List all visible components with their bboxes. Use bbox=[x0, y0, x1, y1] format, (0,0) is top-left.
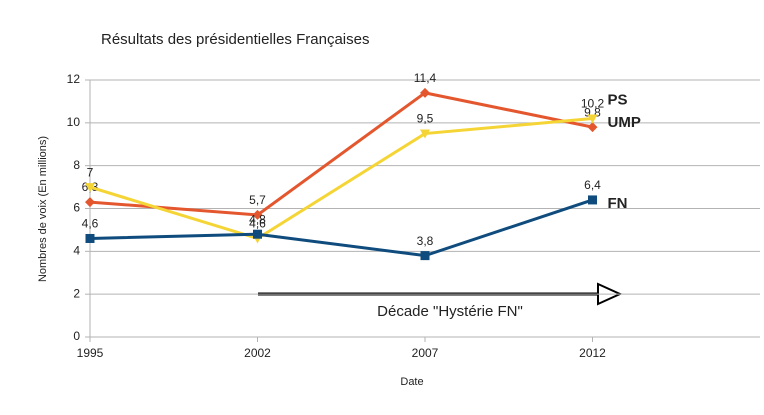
series-name: PS bbox=[608, 92, 628, 109]
marker bbox=[253, 229, 262, 239]
marker bbox=[420, 129, 430, 139]
x-axis-title: Date bbox=[400, 376, 423, 388]
x-tick-label: 2012 bbox=[579, 346, 606, 360]
marker bbox=[420, 251, 430, 261]
marker bbox=[420, 87, 430, 98]
marker bbox=[587, 122, 598, 133]
marker bbox=[588, 195, 597, 205]
x-tick-label: 2002 bbox=[244, 346, 271, 360]
series-line bbox=[89, 117, 593, 241]
data-label: 11,4 bbox=[414, 71, 437, 85]
data-label: 4,6 bbox=[249, 217, 266, 231]
y-tick-label: 0 bbox=[73, 329, 80, 343]
data-label: 4,8 bbox=[249, 212, 266, 226]
marker bbox=[85, 233, 95, 243]
data-label: 10,2 bbox=[581, 97, 605, 111]
y-tick-label: 12 bbox=[67, 72, 81, 86]
series-name: UMP bbox=[608, 114, 641, 131]
chart-title: Résultats des présidentielles Françaises bbox=[101, 31, 369, 48]
y-tick-label: 8 bbox=[73, 158, 80, 172]
series-line bbox=[89, 198, 593, 258]
data-label: 7 bbox=[87, 165, 94, 179]
marker bbox=[85, 197, 95, 208]
series-line bbox=[89, 91, 593, 217]
y-tick-label: 10 bbox=[67, 115, 81, 129]
series-name: FN bbox=[608, 195, 628, 212]
marker bbox=[587, 114, 598, 124]
data-label: 5,7 bbox=[249, 193, 266, 207]
data-label: 6,4 bbox=[584, 178, 601, 192]
x-tick-label: 2007 bbox=[412, 346, 439, 360]
marker bbox=[85, 183, 95, 193]
y-tick-label: 2 bbox=[73, 286, 80, 300]
y-axis-title: Nombres de voix (En millions) bbox=[37, 136, 49, 282]
marker bbox=[252, 209, 263, 220]
y-tick-label: 6 bbox=[73, 201, 80, 215]
data-label: 9,5 bbox=[417, 112, 434, 126]
data-label: 3,8 bbox=[417, 234, 434, 248]
annotation: Décade "Hystérie FN" bbox=[377, 303, 523, 320]
x-tick-label: 1995 bbox=[77, 346, 104, 360]
y-tick-label: 4 bbox=[73, 244, 80, 258]
data-label: 4,6 bbox=[82, 217, 99, 231]
